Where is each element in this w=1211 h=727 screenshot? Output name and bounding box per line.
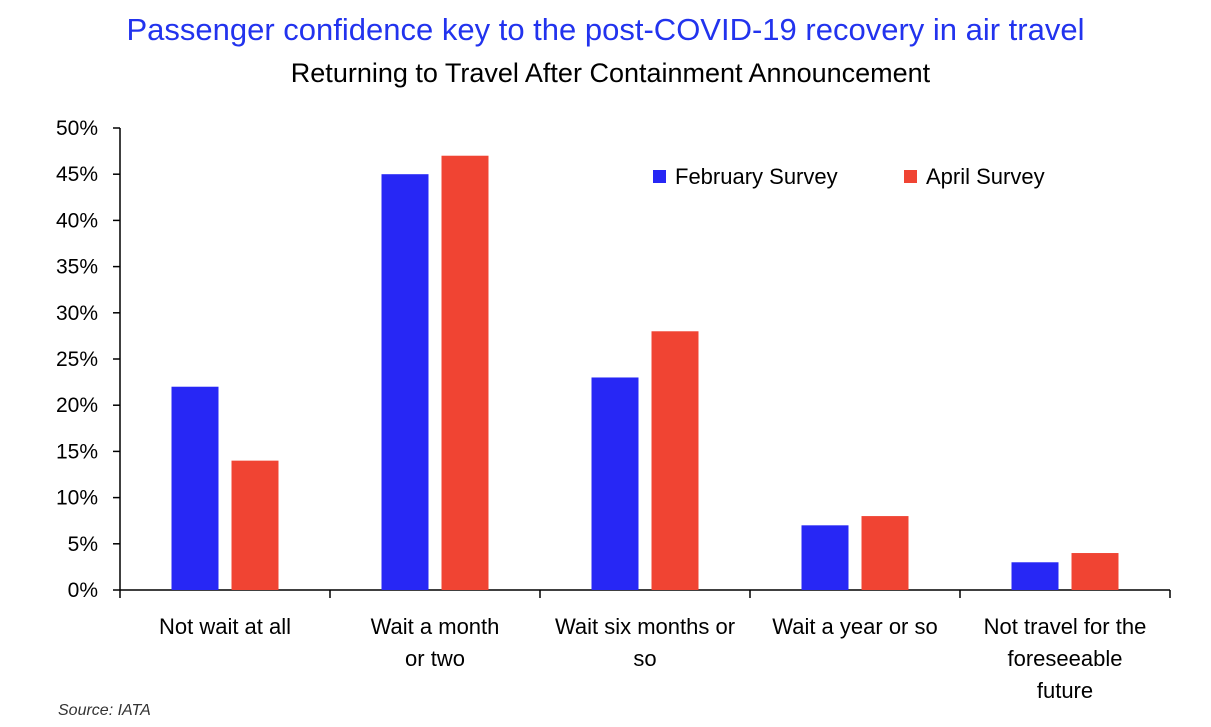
bar-february-survey [801,525,849,590]
x-category-label: Wait a month or two [371,614,500,671]
y-tick-label: 15% [56,440,98,463]
y-tick-label: 30% [56,302,98,325]
bars [171,155,1119,590]
legend-swatch [904,170,917,183]
y-tick-label: 50% [56,117,98,140]
y-tick-label: 0% [68,579,98,602]
y-tick-label: 5% [68,533,98,556]
y-axis: 0% 5% 10% 15% 20% 25% 30% 35% 40% 45% 50% [56,117,121,602]
legend: February Survey April Survey [653,164,1045,189]
bar-february-survey [381,174,429,590]
y-tick-label: 10% [56,487,98,510]
bar-february-survey [1011,562,1059,590]
y-tick-label: 35% [56,256,98,279]
y-tick-label: 45% [56,163,98,186]
legend-label: February Survey [675,164,838,189]
bar-april-survey [231,460,279,590]
bar-february-survey [171,386,219,590]
x-category-label: Not travel for the foreseeable future [984,614,1147,703]
bar-february-survey [591,377,639,590]
x-axis: Not wait at all Wait a month or two Wait si… [119,589,1171,703]
chart-title: Returning to Travel After Containment An… [290,58,931,88]
x-category-label: Not wait at all [159,614,291,639]
x-category-label: Wait a year or so [772,614,937,639]
source-note: Source: IATA [58,702,151,719]
bar-april-survey [861,516,909,590]
legend-swatch [653,170,666,183]
y-tick-label: 25% [56,348,98,371]
legend-label: April Survey [926,164,1045,189]
y-tick-label: 20% [56,394,98,417]
y-tick-label: 40% [56,209,98,232]
bar-april-survey [441,155,489,590]
bar-april-survey [651,331,699,590]
bar-april-survey [1071,553,1119,590]
page-title: Passenger confidence key to the post-COV… [126,12,1085,47]
x-category-label: Wait six months or so [555,614,735,671]
